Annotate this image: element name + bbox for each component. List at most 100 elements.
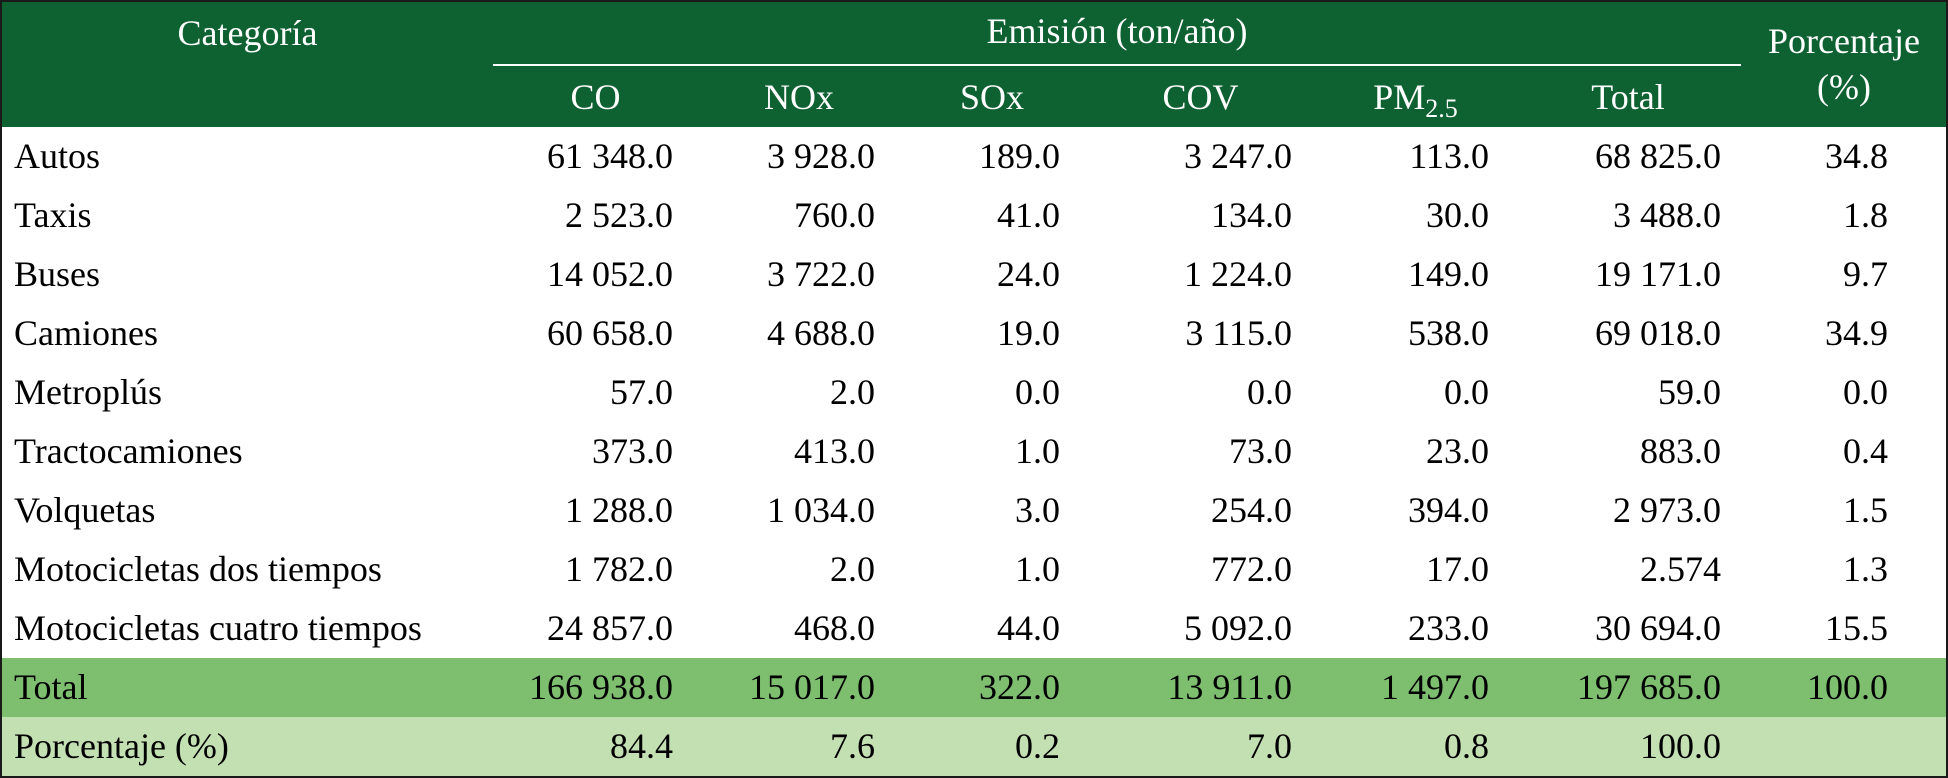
- cell: 100.0: [1640, 726, 1721, 766]
- column-header-text: CO: [570, 77, 621, 117]
- cell: 5 092.0: [1184, 608, 1292, 648]
- cell: 41.0: [997, 195, 1060, 235]
- column-header: SOx: [900, 68, 1084, 126]
- cell: 30 694.0: [1595, 608, 1721, 648]
- cell: 197 685.0: [1577, 667, 1721, 707]
- cell: 3.0: [1015, 490, 1060, 530]
- cell: 394.0: [1408, 490, 1489, 530]
- cell: 2.0: [830, 372, 875, 412]
- cell: 0.4: [1843, 431, 1888, 471]
- cell: 322.0: [979, 667, 1060, 707]
- cell: 34.9: [1825, 313, 1888, 353]
- cell: 3 247.0: [1184, 136, 1292, 176]
- cell: 3 488.0: [1613, 195, 1721, 235]
- cell: 1 224.0: [1184, 254, 1292, 294]
- row-label: Motocicletas cuatro tiempos: [14, 608, 422, 648]
- cell: 113.0: [1409, 136, 1489, 176]
- cell: 0.0: [1843, 372, 1888, 412]
- row-label: Metroplús: [14, 372, 162, 412]
- cell: 538.0: [1408, 313, 1489, 353]
- cell: 7.6: [830, 726, 875, 766]
- cell: 468.0: [794, 608, 875, 648]
- cell: 233.0: [1408, 608, 1489, 648]
- cell: 1.0: [1015, 549, 1060, 589]
- cell: 44.0: [997, 608, 1060, 648]
- cell: 30.0: [1426, 195, 1489, 235]
- header-group: Emisión (ton/año): [986, 11, 1248, 51]
- cell: 0.0: [1015, 372, 1060, 412]
- cell: 254.0: [1211, 490, 1292, 530]
- row-label: Porcentaje (%): [14, 726, 229, 766]
- cell: 73.0: [1229, 431, 1292, 471]
- header-percent: Porcentaje (%): [1768, 21, 1920, 107]
- cell: 15.5: [1825, 608, 1888, 648]
- cell: 1.8: [1843, 195, 1888, 235]
- column-header-text: NOx: [764, 77, 834, 117]
- cell: 1 497.0: [1381, 667, 1489, 707]
- row-label: Volquetas: [14, 490, 156, 530]
- cell: 0.0: [1444, 372, 1489, 412]
- cell: 57.0: [610, 372, 673, 412]
- header-category: Categoría: [177, 13, 318, 53]
- cell: 413.0: [794, 431, 875, 471]
- column-header: NOx: [698, 68, 900, 126]
- row-label: Camiones: [14, 313, 158, 353]
- cell: 2 523.0: [565, 195, 673, 235]
- column-header: CO: [493, 68, 698, 126]
- cell: 24 857.0: [547, 608, 673, 648]
- cell: 373.0: [592, 431, 673, 471]
- cell: 13 911.0: [1167, 667, 1292, 707]
- cell: 4 688.0: [767, 313, 875, 353]
- cell: 883.0: [1640, 431, 1721, 471]
- cell: 3 722.0: [767, 254, 875, 294]
- column-header-text: PM: [1373, 77, 1426, 117]
- cell: 60 658.0: [547, 313, 673, 353]
- row-label: Motocicletas dos tiempos: [14, 549, 382, 589]
- cell: 0.0: [1247, 372, 1292, 412]
- cell: 3 928.0: [767, 136, 875, 176]
- cell: 24.0: [997, 254, 1060, 294]
- row-label: Taxis: [14, 195, 92, 235]
- cell: 1.5: [1843, 490, 1888, 530]
- cell: 68 825.0: [1595, 136, 1721, 176]
- cell: 59.0: [1658, 372, 1721, 412]
- cell: 0.8: [1444, 726, 1489, 766]
- column-header: PM2.5: [1317, 68, 1514, 126]
- cell: 19.0: [997, 313, 1060, 353]
- cell: 2.0: [830, 549, 875, 589]
- cell: 9.7: [1843, 254, 1888, 294]
- cell: 17.0: [1426, 549, 1489, 589]
- cell: 2.574: [1640, 549, 1721, 589]
- cell: 14 052.0: [547, 254, 673, 294]
- cell: 1.0: [1015, 431, 1060, 471]
- cell: 34.8: [1825, 136, 1888, 176]
- cell: 69 018.0: [1595, 313, 1721, 353]
- row-background: [2, 658, 1946, 717]
- row-label: Autos: [14, 136, 101, 176]
- cell: 19 171.0: [1595, 254, 1721, 294]
- cell: 84.4: [610, 726, 673, 766]
- column-header: Total: [1514, 68, 1742, 126]
- cell: 1 034.0: [767, 490, 875, 530]
- column-header-text: COV: [1162, 77, 1239, 117]
- cell: 3 115.0: [1185, 313, 1292, 353]
- cell: 23.0: [1426, 431, 1489, 471]
- cell: 1 288.0: [565, 490, 673, 530]
- cell: 1.3: [1843, 549, 1888, 589]
- cell: 189.0: [979, 136, 1060, 176]
- cell: 15 017.0: [749, 667, 875, 707]
- cell: 760.0: [794, 195, 875, 235]
- row-label: Tractocamiones: [14, 431, 243, 471]
- cell: 149.0: [1408, 254, 1489, 294]
- cell: 7.0: [1247, 726, 1292, 766]
- cell: 772.0: [1211, 549, 1292, 589]
- cell: 61 348.0: [547, 136, 673, 176]
- group-underline: [493, 64, 1741, 66]
- column-header-text: Total: [1591, 77, 1665, 117]
- row-background: [2, 717, 1946, 776]
- column-header-text: SOx: [959, 77, 1025, 117]
- column-header: COV: [1084, 68, 1317, 126]
- row-label: Buses: [14, 254, 101, 294]
- cell: 166 938.0: [529, 667, 673, 707]
